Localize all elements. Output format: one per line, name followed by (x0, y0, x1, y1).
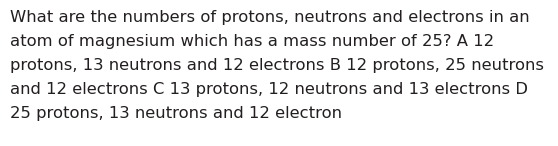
Text: protons, 13 neutrons and 12 electrons B 12 protons, 25 neutrons: protons, 13 neutrons and 12 electrons B … (10, 58, 544, 73)
Text: atom of magnesium which has a mass number of 25? A 12: atom of magnesium which has a mass numbe… (10, 34, 494, 49)
Text: What are the numbers of protons, neutrons and electrons in an: What are the numbers of protons, neutron… (10, 10, 530, 25)
Text: 25 protons, 13 neutrons and 12 electron: 25 protons, 13 neutrons and 12 electron (10, 106, 342, 121)
Text: and 12 electrons C 13 protons, 12 neutrons and 13 electrons D: and 12 electrons C 13 protons, 12 neutro… (10, 82, 528, 97)
